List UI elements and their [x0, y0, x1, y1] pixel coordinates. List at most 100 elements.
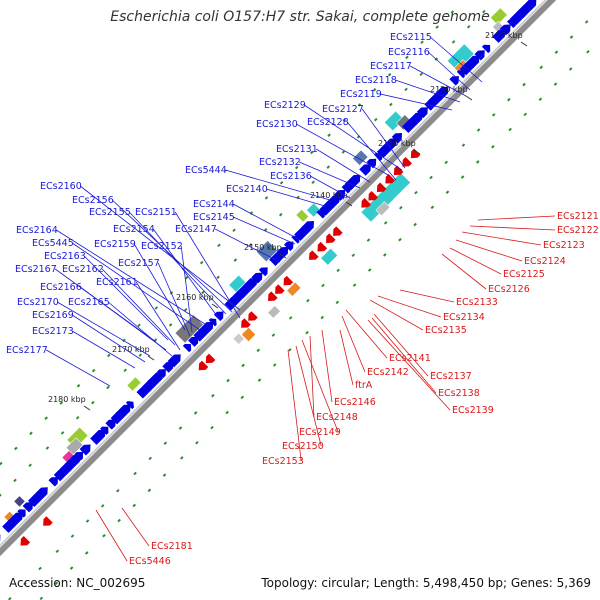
gc-tick [138, 353, 143, 357]
feature-box [126, 376, 142, 392]
gc-tick [226, 378, 230, 383]
gc-tick [508, 127, 512, 132]
forward-leader-line [233, 216, 296, 245]
gc-tick [272, 363, 277, 367]
forward-leader-line [380, 93, 453, 111]
forward-gene-arrow [79, 444, 91, 456]
reverse-gene-label: ECs2134 [443, 312, 485, 323]
forward-gene-label: ECs2167 [15, 264, 57, 275]
gc-tick [0, 461, 3, 466]
gc-tick [148, 456, 152, 461]
reverse-gene-arrow [361, 198, 371, 208]
feature-box [286, 281, 302, 297]
forward-gene-label: ECs2162 [62, 264, 104, 275]
gc-tick [554, 50, 559, 54]
kbp-tick-label: 2150 kbp [244, 243, 282, 252]
forward-gene-arrow [188, 336, 199, 347]
forward-gene-arrow [198, 321, 214, 337]
forward-gene-arrow [125, 401, 134, 410]
reverse-leader-line [371, 317, 437, 394]
kbp-tick-mark [345, 201, 353, 207]
gc-tick [179, 456, 184, 460]
reverse-gene-arrow [205, 353, 216, 364]
gc-tick [69, 566, 74, 570]
forward-gene-arrow [283, 241, 294, 252]
kbp-tick-label: 2110 kbp [485, 31, 523, 40]
kbp-tick-label: 2160 kbp [176, 293, 214, 302]
gc-tick [59, 401, 64, 405]
gc-tick [70, 534, 75, 538]
forward-leader-line [79, 286, 167, 351]
reverse-leader-line [469, 225, 556, 231]
reverse-gene-label: ECs2122 [557, 225, 599, 236]
reverse-gene-arrow [43, 516, 53, 526]
gc-tick [414, 190, 418, 195]
gc-tick [257, 378, 262, 382]
gc-tick [294, 165, 299, 170]
forward-gene-arrow [481, 44, 491, 54]
forward-leader-line [107, 301, 173, 357]
reverse-gene-label: ECs2133 [456, 297, 498, 308]
gc-tick [404, 87, 408, 92]
reverse-leader-line [377, 295, 442, 318]
gc-tick [482, 9, 486, 14]
reverse-gene-label: ECs2124 [524, 256, 566, 267]
forward-gene-arrow [64, 454, 81, 471]
forward-gene-arrow [147, 372, 164, 388]
forward-gene-arrow [474, 50, 485, 61]
forward-gene-label: ECs2136 [270, 171, 312, 182]
reverse-gene-arrow [333, 226, 343, 236]
kbp-tick-mark [465, 95, 473, 101]
forward-gene-arrow [48, 477, 59, 487]
reverse-leader-line [477, 215, 556, 221]
feature-box [320, 247, 339, 266]
gc-tick [475, 160, 480, 164]
forward-gene-label: ECs2173 [32, 326, 74, 337]
forward-gene-label: ECs2140 [226, 184, 268, 195]
forward-gene-arrow [434, 86, 449, 101]
forward-gene-label: ECs2130 [256, 119, 298, 130]
gc-tick [279, 180, 284, 185]
forward-gene-label: ECs2151 [135, 207, 177, 218]
feature-box [295, 209, 310, 223]
gc-tick [288, 348, 292, 352]
gc-tick [132, 503, 137, 508]
gc-tick [461, 143, 466, 147]
gc-tick [335, 300, 340, 305]
forward-leader-line [410, 65, 467, 97]
forward-gene-arrow [517, 3, 532, 18]
gc-tick [445, 190, 450, 194]
forward-gene-arrow [524, 0, 537, 11]
gc-tick [225, 410, 229, 415]
feature-box [13, 495, 26, 508]
forward-leader-line [46, 349, 111, 387]
forward-leader-line [299, 161, 361, 189]
forward-gene-label: ECs2164 [16, 225, 58, 236]
gc-tick [367, 268, 372, 272]
gc-tick [240, 395, 245, 400]
accession-text: Accession: NC_002695 [9, 576, 146, 590]
reverse-leader-line [309, 335, 315, 418]
reverse-gene-label: ECs2141 [389, 353, 431, 364]
reverse-gene-arrow [275, 284, 285, 294]
gc-tick [405, 55, 409, 60]
reverse-leader-line [301, 339, 339, 433]
forward-leader-line [266, 188, 326, 207]
forward-gene-label: ECs2155 [89, 207, 131, 218]
gc-tick [383, 253, 387, 257]
gc-tick [336, 268, 340, 273]
forward-gene-label: ECs2157 [118, 258, 160, 269]
forward-gene-arrow [391, 133, 403, 144]
forward-gene-label: ECs2132 [259, 157, 301, 168]
reverse-gene-arrow [241, 318, 251, 328]
forward-gene-arrow [366, 158, 377, 169]
forward-gene-arrow [258, 267, 268, 277]
reverse-leader-line [455, 239, 523, 262]
feature-box [232, 332, 245, 345]
gc-tick [91, 400, 95, 405]
gc-tick [327, 133, 331, 137]
forward-gene-arrow [17, 509, 26, 518]
reverse-leader-line [345, 309, 388, 359]
reverse-leader-line [321, 329, 333, 403]
